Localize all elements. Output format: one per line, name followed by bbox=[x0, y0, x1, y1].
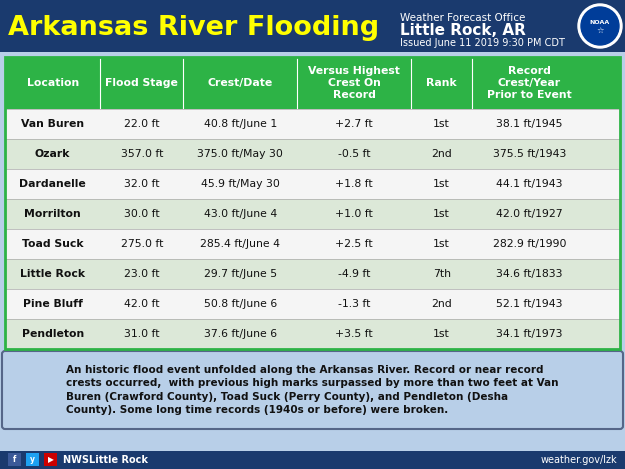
Text: Versus Highest
Crest On
Record: Versus Highest Crest On Record bbox=[308, 66, 400, 100]
Text: 285.4 ft/June 4: 285.4 ft/June 4 bbox=[200, 239, 280, 249]
Text: 23.0 ft: 23.0 ft bbox=[124, 269, 159, 279]
Text: 22.0 ft: 22.0 ft bbox=[124, 119, 159, 129]
Circle shape bbox=[581, 7, 619, 45]
Text: -4.9 ft: -4.9 ft bbox=[338, 269, 370, 279]
Text: Van Buren: Van Buren bbox=[21, 119, 84, 129]
Bar bbox=[5, 57, 620, 109]
Text: Toad Suck: Toad Suck bbox=[22, 239, 83, 249]
Text: 52.1 ft/1943: 52.1 ft/1943 bbox=[496, 299, 562, 309]
Circle shape bbox=[578, 4, 622, 48]
Bar bbox=[5, 169, 620, 199]
Text: +1.8 ft: +1.8 ft bbox=[335, 179, 373, 189]
Text: 1st: 1st bbox=[433, 329, 450, 339]
Text: 34.6 ft/1833: 34.6 ft/1833 bbox=[496, 269, 562, 279]
Bar bbox=[26, 453, 39, 466]
Text: 1st: 1st bbox=[433, 179, 450, 189]
Text: 31.0 ft: 31.0 ft bbox=[124, 329, 159, 339]
Text: NOAA: NOAA bbox=[590, 21, 610, 25]
FancyBboxPatch shape bbox=[2, 351, 623, 429]
Text: 30.0 ft: 30.0 ft bbox=[124, 209, 159, 219]
Text: 50.8 ft/June 6: 50.8 ft/June 6 bbox=[204, 299, 277, 309]
Text: 42.0 ft: 42.0 ft bbox=[124, 299, 159, 309]
Bar bbox=[5, 229, 620, 259]
Text: y: y bbox=[30, 455, 35, 464]
Text: 38.1 ft/1945: 38.1 ft/1945 bbox=[496, 119, 562, 129]
Text: 45.9 ft/May 30: 45.9 ft/May 30 bbox=[201, 179, 279, 189]
Text: Pine Bluff: Pine Bluff bbox=[22, 299, 82, 309]
Text: -0.5 ft: -0.5 ft bbox=[338, 149, 370, 159]
Text: +2.5 ft: +2.5 ft bbox=[335, 239, 373, 249]
Text: +3.5 ft: +3.5 ft bbox=[335, 329, 373, 339]
Text: 44.1 ft/1943: 44.1 ft/1943 bbox=[496, 179, 562, 189]
Text: 375.0 ft/May 30: 375.0 ft/May 30 bbox=[198, 149, 283, 159]
Text: 37.6 ft/June 6: 37.6 ft/June 6 bbox=[204, 329, 277, 339]
Text: Issued June 11 2019 9:30 PM CDT: Issued June 11 2019 9:30 PM CDT bbox=[400, 38, 565, 48]
Text: ▶: ▶ bbox=[48, 455, 54, 464]
Bar bbox=[5, 319, 620, 349]
Bar bbox=[44, 453, 57, 466]
Text: 275.0 ft: 275.0 ft bbox=[121, 239, 163, 249]
Text: Dardanelle: Dardanelle bbox=[19, 179, 86, 189]
Bar bbox=[8, 453, 21, 466]
Text: weather.gov/lzk: weather.gov/lzk bbox=[541, 455, 617, 465]
Text: Little Rock: Little Rock bbox=[20, 269, 85, 279]
Text: 1st: 1st bbox=[433, 239, 450, 249]
Text: +2.7 ft: +2.7 ft bbox=[335, 119, 373, 129]
Text: Arkansas River Flooding: Arkansas River Flooding bbox=[8, 15, 379, 41]
Text: +1.0 ft: +1.0 ft bbox=[335, 209, 373, 219]
Text: 1st: 1st bbox=[433, 209, 450, 219]
Text: Pendleton: Pendleton bbox=[21, 329, 84, 339]
Text: Little Rock, AR: Little Rock, AR bbox=[400, 23, 526, 38]
Text: ☆: ☆ bbox=[596, 27, 604, 36]
Bar bbox=[0, 0, 625, 52]
Text: Crest/Date: Crest/Date bbox=[208, 78, 273, 88]
Bar bbox=[5, 139, 620, 169]
Text: 375.5 ft/1943: 375.5 ft/1943 bbox=[492, 149, 566, 159]
Text: Flood Stage: Flood Stage bbox=[106, 78, 178, 88]
Text: f: f bbox=[12, 455, 16, 464]
Text: Ozark: Ozark bbox=[35, 149, 71, 159]
Text: 32.0 ft: 32.0 ft bbox=[124, 179, 159, 189]
Bar bbox=[5, 259, 620, 289]
Text: Rank: Rank bbox=[426, 78, 457, 88]
Bar bbox=[0, 451, 625, 469]
Text: 29.7 ft/June 5: 29.7 ft/June 5 bbox=[204, 269, 277, 279]
Bar bbox=[5, 199, 620, 229]
Text: 1st: 1st bbox=[433, 119, 450, 129]
Text: 7th: 7th bbox=[432, 269, 451, 279]
Bar bbox=[5, 289, 620, 319]
Text: 282.9 ft/1990: 282.9 ft/1990 bbox=[492, 239, 566, 249]
Text: An historic flood event unfolded along the Arkansas River. Record or near record: An historic flood event unfolded along t… bbox=[66, 364, 559, 416]
Text: Weather Forecast Office: Weather Forecast Office bbox=[400, 13, 526, 23]
Text: Record
Crest/Year
Prior to Event: Record Crest/Year Prior to Event bbox=[487, 66, 572, 100]
Text: -1.3 ft: -1.3 ft bbox=[338, 299, 370, 309]
Text: Morrilton: Morrilton bbox=[24, 209, 81, 219]
Text: 42.0 ft/1927: 42.0 ft/1927 bbox=[496, 209, 562, 219]
Text: 43.0 ft/June 4: 43.0 ft/June 4 bbox=[204, 209, 277, 219]
Bar bbox=[5, 57, 620, 349]
Bar bbox=[5, 109, 620, 139]
Text: 2nd: 2nd bbox=[431, 149, 452, 159]
Text: 40.8 ft/June 1: 40.8 ft/June 1 bbox=[204, 119, 277, 129]
Text: 2nd: 2nd bbox=[431, 299, 452, 309]
Text: 34.1 ft/1973: 34.1 ft/1973 bbox=[496, 329, 562, 339]
Text: Location: Location bbox=[26, 78, 79, 88]
Text: NWSLittle Rock: NWSLittle Rock bbox=[63, 455, 148, 465]
Text: 357.0 ft: 357.0 ft bbox=[121, 149, 163, 159]
